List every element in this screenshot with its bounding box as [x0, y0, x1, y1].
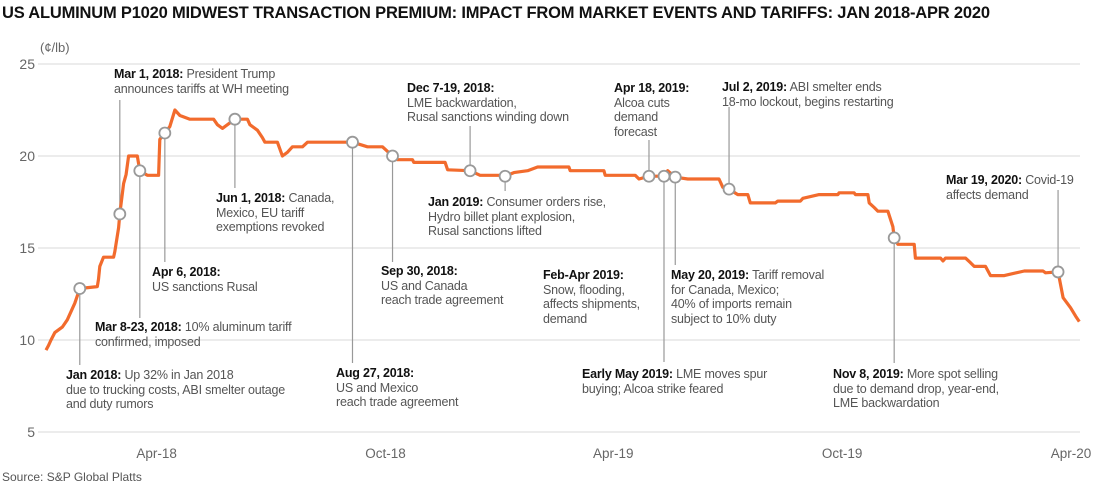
- annotation-text: Jun 1, 2018: Canada, Mexico, EU tariff exe…: [216, 191, 335, 234]
- annotation-date: Aug 27, 2018:: [336, 366, 414, 380]
- x-tick-label: Apr-18: [136, 446, 177, 461]
- event-marker: [1051, 265, 1065, 279]
- annotation-date: Jul 2, 2019:: [722, 80, 788, 94]
- annotation-date: Apr 18, 2019:: [614, 81, 690, 95]
- annotation-text: Mar 8-23, 2018: 10% aluminum tariff confi…: [95, 320, 292, 349]
- annotation-date: Mar 1, 2018:: [114, 67, 184, 81]
- event-marker: [228, 112, 242, 126]
- y-tick-label: 15: [19, 240, 35, 256]
- x-tick-label: Oct-19: [822, 446, 863, 461]
- annotation-text: Dec 7-19, 2018: LME backwardation, Rusal s…: [407, 81, 569, 124]
- event-marker: [158, 126, 172, 140]
- annotation-date: Feb-Apr 2019:: [543, 268, 624, 282]
- x-tick-label: Apr-20: [1051, 446, 1092, 461]
- y-tick-label: 20: [19, 148, 35, 164]
- annotation-date: Jan 2018:: [66, 368, 122, 382]
- chart-title: US ALUMINUM P1020 MIDWEST TRANSACTION PR…: [2, 4, 990, 22]
- y-tick-label: 10: [19, 332, 35, 348]
- event-marker: [113, 207, 127, 221]
- annotation-date: Mar 19, 2020:: [946, 173, 1022, 187]
- annotation-text: Jan 2018: Up 32% in Jan 2018 due to truck…: [66, 368, 286, 411]
- annotation-text: Sep 30, 2018: US and Canada reach trade ag…: [381, 264, 504, 307]
- annotation-date: Jun 1, 2018:: [216, 191, 286, 205]
- event-marker: [642, 169, 656, 183]
- annotation-text: Early May 2019: LME moves spur buying; Al…: [582, 367, 768, 396]
- annotation-text: May 20, 2019: Tariff removal for Canada, …: [671, 268, 825, 326]
- x-tick-label: Oct-18: [365, 446, 406, 461]
- annotation-text: Mar 19, 2020: Covid-19 affects demand: [946, 173, 1074, 202]
- source-note: Source: S&P Global Platts: [2, 470, 142, 484]
- annotation-text: Aug 27, 2018: US and Mexico reach trade ag…: [336, 366, 459, 409]
- y-axis-unit: (¢/lb): [40, 40, 70, 55]
- y-tick-label: 25: [19, 56, 35, 72]
- x-tick-label: Apr-19: [593, 446, 634, 461]
- event-marker: [887, 231, 901, 245]
- annotation-text: Nov 8, 2019: More spot selling due to dem…: [833, 367, 999, 410]
- annotation-date: Early May 2019:: [582, 367, 673, 381]
- annotation-date: Jan 2019:: [428, 195, 484, 209]
- annotation-text: Feb-Apr 2019: Snow, flooding, affects ship…: [543, 268, 640, 326]
- event-marker: [668, 170, 682, 184]
- event-marker: [498, 169, 512, 183]
- event-marker: [657, 169, 671, 183]
- event-marker: [346, 135, 359, 149]
- annotation-text: Apr 18, 2019: Alcoa cuts demand forecast: [614, 81, 690, 139]
- y-tick-label: 5: [27, 424, 35, 440]
- annotation-date: May 20, 2019:: [671, 268, 750, 282]
- annotation-date: Dec 7-19, 2018:: [407, 81, 495, 95]
- event-marker: [463, 164, 477, 178]
- annotation-date: Nov 8, 2019:: [833, 367, 904, 381]
- annotation-date: Apr 6, 2018:: [152, 265, 221, 279]
- annotation-text: Jul 2, 2019: ABI smelter ends 18-mo locko…: [722, 80, 894, 109]
- event-marker: [133, 164, 147, 178]
- annotation-date: Sep 30, 2018:: [381, 264, 458, 278]
- annotation-date: Mar 8-23, 2018:: [95, 320, 182, 334]
- event-marker: [386, 149, 399, 163]
- annotation-text: Apr 6, 2018: US sanctions Rusal: [152, 265, 258, 294]
- event-marker: [722, 182, 736, 196]
- annotation-text: Mar 1, 2018: President Trump announces ta…: [114, 67, 289, 96]
- annotation-text: Jan 2019: Consumer orders rise, Hydro bil…: [428, 195, 606, 238]
- event-marker: [73, 282, 87, 295]
